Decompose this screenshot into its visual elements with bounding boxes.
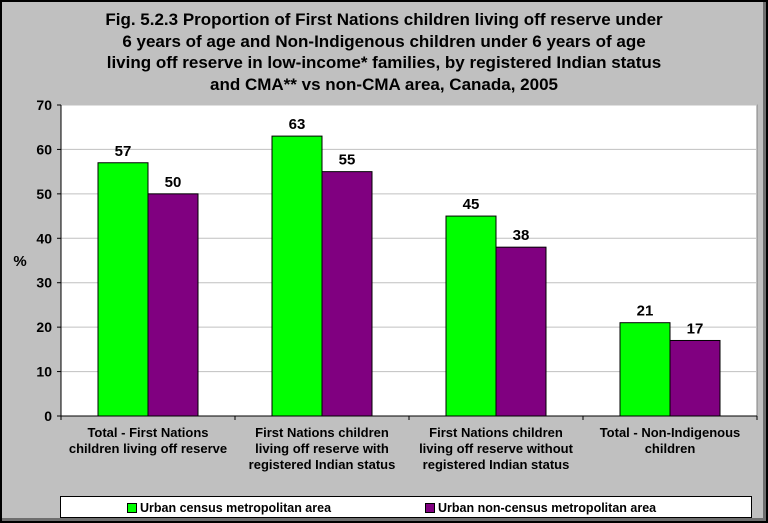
bar — [321, 171, 373, 417]
x-tick-label: Total - Non-Indigenous — [600, 425, 741, 440]
chart-title-line-3: living off reserve in low-income* famili… — [106, 53, 662, 72]
data-label: 57 — [115, 143, 132, 160]
y-tick-label: 50 — [36, 186, 52, 202]
bar — [445, 215, 497, 417]
legend-swatch-urban-non-cma — [425, 502, 435, 513]
y-tick-label: 10 — [36, 364, 52, 380]
chart-title-line-4: and CMA** vs non-CMA area, Canada, 2005 — [210, 74, 558, 94]
bar — [271, 135, 323, 417]
x-tick-label: First Nations children — [255, 425, 389, 440]
x-tick-label: registered Indian status — [249, 457, 396, 472]
y-tick-label: 70 — [36, 97, 52, 113]
data-label: 55 — [339, 152, 356, 169]
x-tick-label: living off reserve with — [255, 441, 389, 456]
chart-title-line-2: 6 years of age and Non-Indigenous childr… — [122, 31, 646, 51]
y-tick-label: 20 — [36, 319, 52, 335]
y-tick-label: 40 — [36, 230, 52, 246]
legend-label-urban-non-cma: Urban non-census metropolitan area — [438, 500, 657, 515]
legend-label-urban-cma: Urban census metropolitan area — [140, 500, 332, 515]
bar — [619, 322, 671, 417]
legend-item-urban-cma: Urban census metropolitan area — [127, 500, 331, 515]
bar — [495, 246, 547, 417]
x-tick-label: children living off reserve — [69, 441, 227, 456]
data-label: 38 — [513, 227, 530, 244]
chart-title: Fig. 5.2.3 Proportion of First Nations c… — [40, 9, 728, 95]
bar — [669, 339, 721, 417]
bar — [97, 162, 149, 417]
y-tick-label: 0 — [44, 408, 52, 424]
x-tick-label: children — [645, 441, 696, 456]
data-label: 17 — [687, 320, 704, 337]
data-label: 21 — [637, 303, 654, 320]
x-tick-label: First Nations children — [429, 425, 563, 440]
legend-swatch-urban-cma — [127, 502, 137, 513]
chart-title-line-1: Fig. 5.2.3 Proportion of First Nations c… — [105, 10, 663, 29]
data-label: 63 — [289, 116, 306, 133]
bar — [147, 193, 199, 417]
data-label: 50 — [165, 174, 182, 191]
data-labels: 57 50 63 55 45 38 21 17 — [115, 116, 704, 337]
x-tick-label: registered Indian status — [423, 457, 570, 472]
data-label: 45 — [463, 196, 480, 213]
legend: Urban census metropolitan area Urban non… — [60, 496, 752, 518]
legend-item-urban-non-cma: Urban non-census metropolitan area — [425, 500, 656, 515]
x-tick-label: living off reserve without — [419, 441, 574, 456]
y-tick-label: 60 — [36, 141, 52, 157]
y-tick-label: 30 — [36, 275, 52, 291]
y-axis-label: % — [13, 253, 26, 270]
x-tick-label: Total - First Nations — [87, 425, 208, 440]
bars — [97, 135, 721, 417]
